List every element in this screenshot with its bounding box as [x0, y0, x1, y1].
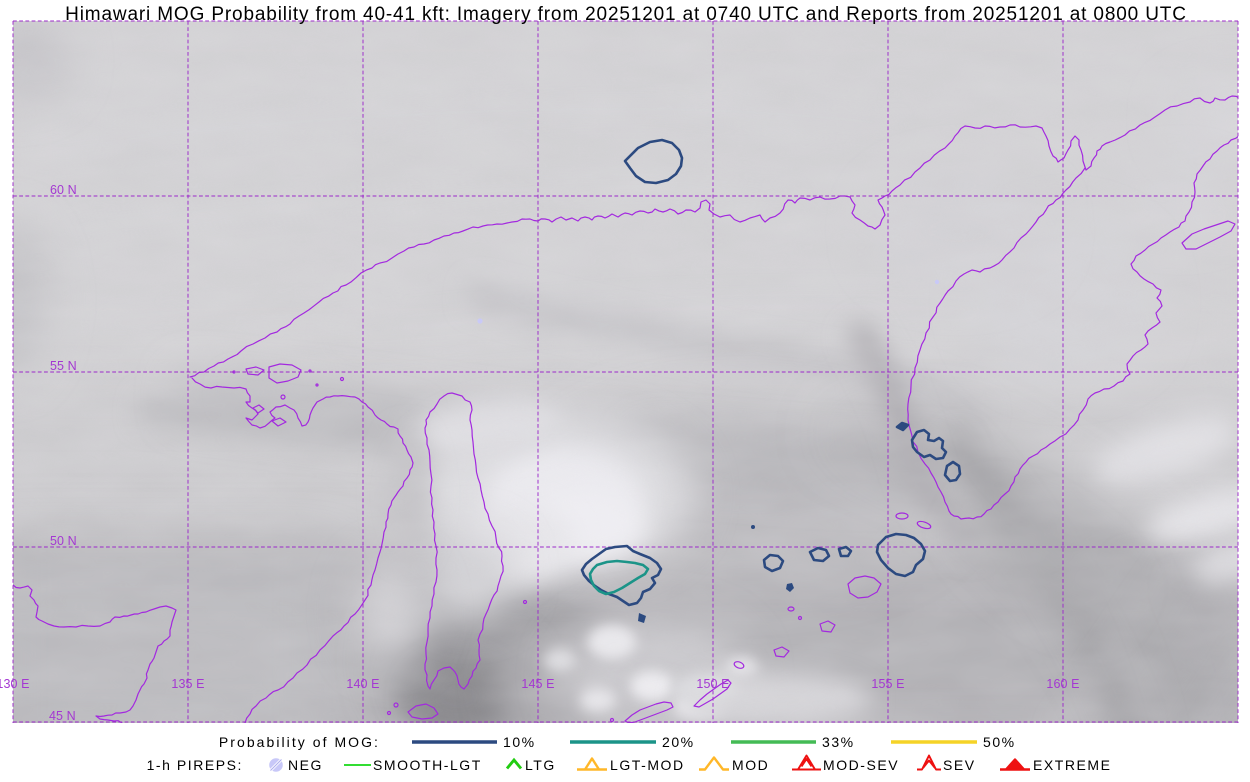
svg-text:33%: 33% — [822, 734, 855, 750]
svg-text:55 N: 55 N — [50, 359, 77, 373]
svg-text:Himawari MOG Probability from: Himawari MOG Probability from 40-41 kft:… — [65, 4, 1187, 25]
svg-text:10%: 10% — [503, 734, 536, 750]
svg-text:SEV: SEV — [943, 757, 976, 773]
svg-text:50%: 50% — [983, 734, 1016, 750]
svg-text:155 E: 155 E — [871, 677, 904, 691]
svg-text:45 N: 45 N — [49, 709, 76, 723]
svg-text:130 E: 130 E — [0, 677, 30, 691]
svg-text:20%: 20% — [662, 734, 695, 750]
svg-text:160 E: 160 E — [1046, 677, 1079, 691]
svg-text:50 N: 50 N — [50, 534, 77, 548]
svg-text:135 E: 135 E — [171, 677, 204, 691]
svg-text:LGT-MOD: LGT-MOD — [610, 757, 685, 773]
svg-text:MOD-SEV: MOD-SEV — [823, 757, 899, 773]
svg-text:NEG: NEG — [288, 757, 323, 773]
svg-text:60 N: 60 N — [50, 183, 77, 197]
svg-text:145 E: 145 E — [521, 677, 554, 691]
svg-text:140 E: 140 E — [346, 677, 379, 691]
svg-text:150 E: 150 E — [696, 677, 729, 691]
svg-text:1-h PIREPS:: 1-h PIREPS: — [147, 757, 243, 773]
svg-text:LTG: LTG — [525, 757, 556, 773]
svg-text:Probability of MOG:: Probability of MOG: — [219, 734, 380, 750]
svg-text:MOD: MOD — [732, 757, 769, 773]
svg-text:EXTREME: EXTREME — [1033, 757, 1112, 773]
svg-text:SMOOTH-LGT: SMOOTH-LGT — [373, 757, 482, 773]
